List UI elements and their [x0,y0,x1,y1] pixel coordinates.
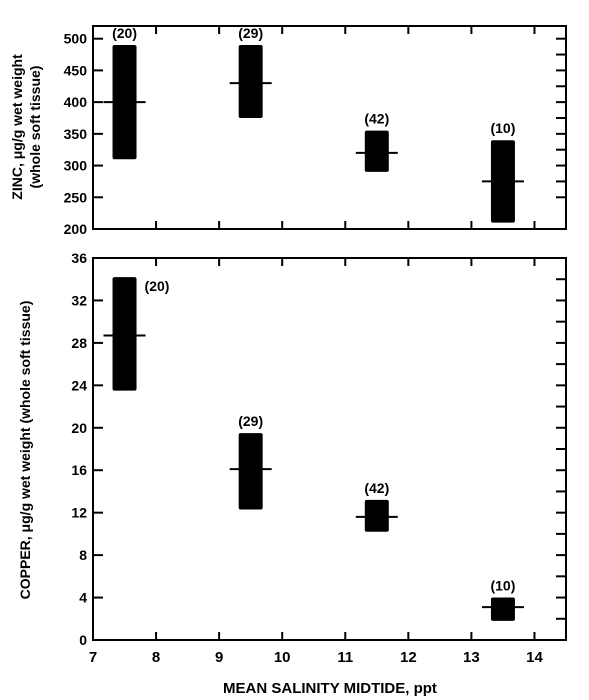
zinc-sample-size-label: (29) [238,25,263,41]
zinc-y-tick-label: 250 [64,189,88,205]
copper-sample-size-label: (20) [145,278,170,294]
zinc-y-tick-label: 400 [64,94,88,110]
zinc-y-tick-label: 450 [64,62,88,78]
zinc-y-tick-label: 350 [64,126,88,142]
copper-y-tick-label: 36 [71,250,87,266]
copper-range-bar [490,597,515,621]
copper-y-tick-label: 32 [71,292,87,308]
zinc-sample-size-label: (10) [490,120,515,136]
zinc-marks: (20) (29) (42) (10) [103,25,524,223]
zinc-range-bar [364,130,389,172]
zinc-range-bar [238,45,263,118]
x-tick-label: 8 [152,649,160,666]
copper-y-tick-label: 24 [71,377,87,393]
copper-y-axis-label: COPPER, μg/g wet weight (whole soft tiss… [17,301,33,600]
copper-range-bar [364,499,389,532]
x-tick-label: 10 [274,649,291,666]
copper-y-tick-label: 8 [79,547,87,563]
zinc-y-tick-label: 200 [64,221,88,237]
copper-sample-size-label: (29) [238,413,263,429]
x-tick-label: 9 [215,649,223,666]
x-tick-label: 11 [337,649,353,666]
x-tick-label: 7 [89,649,97,666]
copper-y-tick-label: 0 [79,632,87,648]
copper-marks: (20) (29) (42) (10) [103,277,524,621]
zinc-y-tick-label: 300 [64,158,88,174]
zinc-panel: 200 250 300 350 400 450 500 (20) (29) (42) (10) Z… [9,25,567,237]
zinc-sample-size-label: (20) [112,25,137,41]
copper-sample-size-label: (42) [364,480,389,496]
copper-y-tick-label: 16 [71,462,87,478]
x-tick-label: 13 [463,649,480,666]
copper-range-bar [238,433,263,510]
zinc-y-tick-label: 500 [64,31,88,47]
copper-range-bar [112,277,137,391]
copper-y-tick-label: 12 [71,505,87,521]
x-axis-label: MEAN SALINITY MIDTIDE, ppt [223,680,437,697]
x-tick-label: 12 [400,649,417,666]
x-tick-label: 14 [526,649,543,666]
zinc-plot-frame [92,25,567,230]
copper-y-tick-label: 20 [71,420,87,436]
zinc-sample-size-label: (42) [364,111,389,127]
zinc-y-axis-label-line1: ZINC, μg/g wet weight [9,54,25,200]
copper-ticks: 0 4 8 12 16 20 24 28 32 36 7 8 9 10 11 12 13 14 [71,250,566,666]
copper-sample-size-label: (10) [490,578,515,594]
zinc-ticks: 200 250 300 350 400 450 500 [64,26,566,237]
copper-y-tick-label: 4 [79,590,87,606]
copper-y-tick-label: 28 [71,335,87,351]
zinc-y-axis-label-line2: (whole soft tissue) [27,66,43,189]
